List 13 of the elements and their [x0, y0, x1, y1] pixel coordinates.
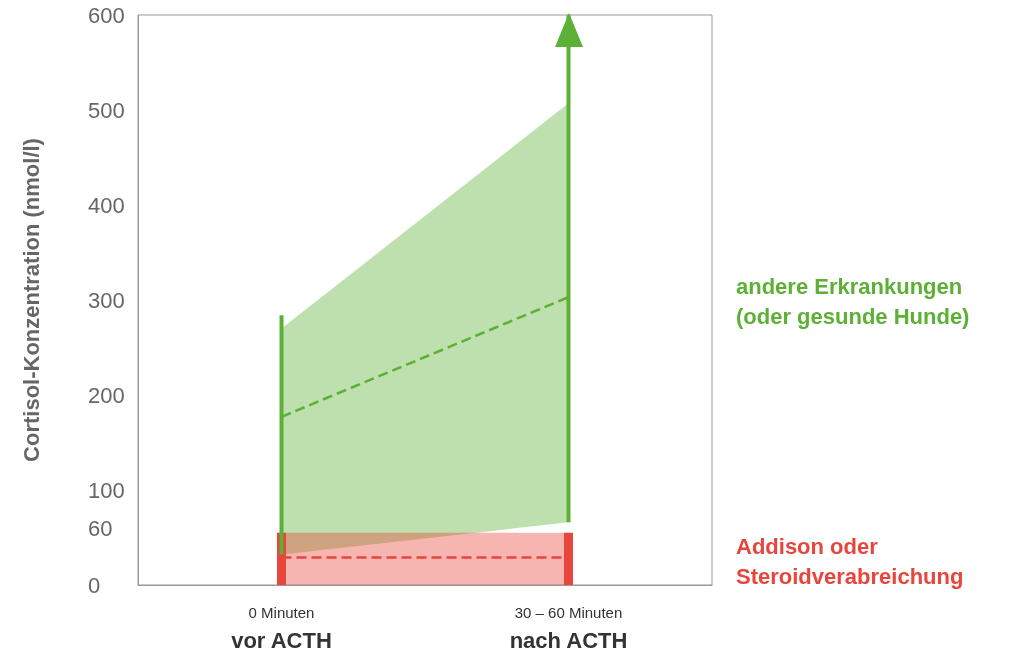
x-tick-label: 0 Minuten vor ACTH [231, 603, 332, 653]
y-tick-label: 60 [88, 515, 113, 541]
y-tick-label: 300 [88, 287, 125, 313]
y-tick-label: 0 [88, 572, 101, 598]
y-tick-label: 100 [88, 477, 125, 503]
y-tick-label: 500 [88, 97, 125, 123]
y-tick-label: 400 [88, 192, 125, 218]
y-tick-label: 600 [88, 2, 125, 28]
text: Addison oder Steroidverabreichung [736, 533, 964, 589]
text: andere Erkrankungen (oder gesunde Hunde) [736, 273, 970, 329]
y-axis-title: Cortisol-Konzentration (nmol/l) [18, 138, 44, 462]
x-tick-label: 30 – 60 Minuten nach ACTH [509, 603, 628, 653]
y-tick-label: 200 [88, 382, 125, 408]
